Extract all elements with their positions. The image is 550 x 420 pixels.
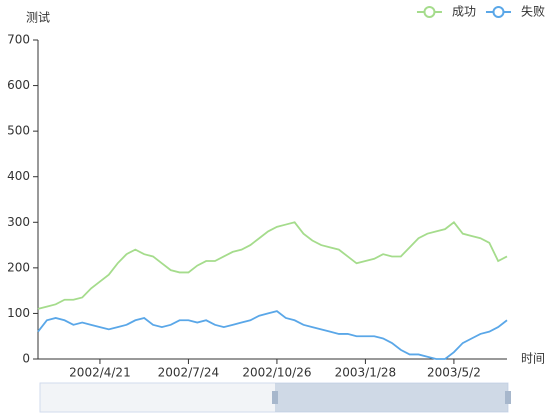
- line-series: [37, 221, 508, 310]
- x-tick-label: 2003/5/2: [427, 366, 481, 380]
- y-tick-label: 600: [7, 78, 30, 92]
- zoom-handle[interactable]: [272, 391, 278, 404]
- legend-label: 成功: [452, 5, 476, 19]
- y-tick-label: 200: [7, 260, 30, 274]
- y-tick-label: 300: [7, 215, 30, 229]
- y-tick-label: 700: [7, 33, 30, 47]
- zoom-handle[interactable]: [505, 391, 511, 404]
- y-tick-label: 100: [7, 306, 30, 320]
- y-tick-label: 500: [7, 124, 30, 138]
- data-zoom: [39, 382, 511, 413]
- zoom-selection[interactable]: [275, 383, 508, 412]
- x-tick-label: 2003/1/28: [335, 366, 397, 380]
- legend-icon: [492, 6, 505, 18]
- x-tick-label: 2002/10/26: [242, 366, 311, 380]
- x-tick-label: 2002/7/24: [158, 366, 220, 380]
- y-axis-label: 测试: [26, 10, 50, 25]
- legend-label: 失败: [521, 4, 545, 19]
- y-tick-label: 400: [7, 169, 30, 183]
- x-axis-label: 时间: [521, 352, 545, 366]
- y-tick-label: 0: [22, 352, 30, 366]
- legend-icon: [423, 6, 436, 18]
- x-tick-label: 2002/4/21: [69, 366, 131, 380]
- line-series: [37, 310, 508, 360]
